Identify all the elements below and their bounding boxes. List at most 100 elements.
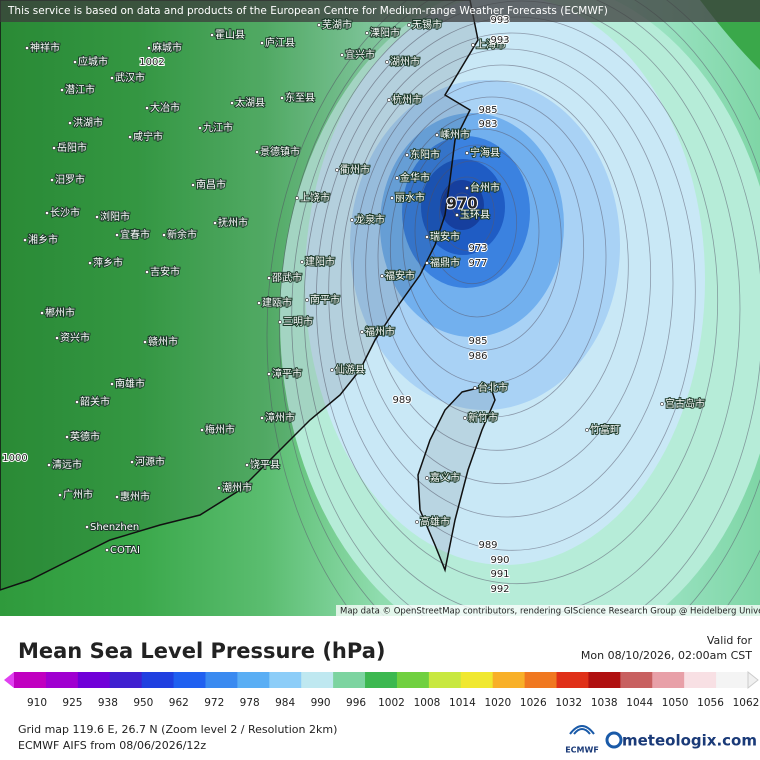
city-dot [380, 274, 384, 278]
scale-label: 1026 [520, 697, 547, 709]
city-label: 福鼎市 [430, 256, 460, 269]
isobar-label: 973 [468, 243, 487, 254]
city-label: 潮州市 [222, 481, 252, 494]
city-dot [465, 151, 469, 155]
city-dot [395, 176, 399, 180]
city-label: 岳阳市 [57, 141, 87, 154]
color-scale: 910 925 938 950 962 972 978 984 990 996 1002 1008 10… [4, 670, 760, 709]
model-info: ECMWF AIFS from 08/06/2026/12z [18, 739, 206, 752]
city-dot [407, 23, 411, 27]
scale-label: 1020 [484, 697, 511, 709]
city-dot [390, 196, 394, 200]
city-label: 惠州市 [120, 490, 150, 503]
city-dot [128, 135, 132, 139]
city-label: 抚州市 [218, 216, 248, 229]
city-dot [465, 186, 469, 190]
valid-label: Valid for [707, 634, 753, 647]
isobar-label: 993 [490, 15, 509, 26]
scale-label: 1062 [733, 697, 760, 709]
scale-label: 962 [169, 697, 189, 709]
city-dot [365, 31, 369, 35]
scale-label: 1002 [378, 697, 405, 709]
city-dot [85, 525, 89, 529]
isobar-label: 970 [446, 195, 477, 213]
city-label: 仙游县 [335, 363, 365, 376]
city-dot [40, 311, 44, 315]
attribution-bar [0, 0, 760, 22]
city-label: 萍乡市 [93, 256, 123, 269]
city-label: 台州市 [470, 181, 500, 194]
city-label: 新余市 [167, 228, 197, 241]
city-label: 龙泉市 [355, 213, 385, 226]
city-label: 麻城市 [152, 41, 182, 54]
city-label: 神祥市 [30, 41, 60, 54]
isobar [365, 80, 629, 451]
city-dot [58, 493, 62, 497]
scale-label: 984 [275, 697, 295, 709]
city-dot [425, 261, 429, 265]
city-label: 上饶市 [300, 191, 330, 204]
scale-step [45, 672, 79, 688]
map: This service is based on data and produc… [0, 0, 760, 616]
city-label: 九江市 [203, 121, 233, 134]
scale-step [205, 672, 238, 688]
isobar-label: 993 [490, 35, 509, 46]
city-dot [280, 96, 284, 100]
isobar [402, 128, 562, 351]
city-dot [110, 76, 114, 80]
city-dot [147, 46, 151, 50]
city-label: 武汉市 [115, 71, 145, 84]
coastline [0, 0, 479, 591]
attribution: This service is based on data and produc… [7, 5, 608, 17]
city-label: 竹富町 [590, 423, 620, 436]
scale-step [588, 672, 621, 688]
city-dot [143, 340, 147, 344]
scale-label: 972 [204, 697, 224, 709]
city-label: 汨罗市 [55, 173, 85, 186]
city-dot [267, 372, 271, 376]
isobar [439, 176, 495, 251]
city-label: 吉安市 [150, 265, 180, 278]
city-dot [463, 416, 467, 420]
city-dot [191, 183, 195, 187]
city-label: 漳平市 [272, 367, 302, 380]
city-label: 福安市 [385, 269, 415, 282]
isobar [266, 0, 760, 616]
isobars [266, 0, 760, 616]
city-label: 新竹市 [468, 411, 498, 424]
city-label: 宜兴市 [345, 48, 375, 61]
city-dot [115, 233, 119, 237]
city-dot [335, 168, 339, 172]
isobar [451, 192, 473, 218]
city-label: 南雄市 [115, 377, 145, 390]
isobar [426, 160, 518, 285]
city-label: 上海市 [476, 38, 506, 51]
city-dot [23, 238, 27, 242]
city-label: 三明市 [283, 315, 313, 328]
city-dot [130, 460, 134, 464]
city-dot [47, 463, 51, 467]
isobar-label: 989 [392, 395, 411, 406]
scale-step [524, 672, 558, 688]
city-dot [305, 298, 309, 302]
scale-step [556, 672, 589, 688]
city-dot [95, 215, 99, 219]
scale-step [365, 672, 398, 688]
scale-step [428, 672, 462, 688]
city-label: 宁海县 [470, 146, 500, 159]
scale-step [460, 672, 494, 688]
city-dot [257, 301, 261, 305]
ecmwf-logo: ECMWF [565, 746, 599, 755]
isobar-label: 992 [490, 584, 509, 595]
city-dot [145, 106, 149, 110]
scale-label: 1056 [697, 697, 724, 709]
pressure-band [440, 180, 484, 230]
city-label: 咸宁市 [133, 130, 163, 143]
city-dot [405, 153, 409, 157]
city-label: 邵武市 [272, 271, 302, 284]
scale-label: 910 [27, 697, 47, 709]
map-credit: Map data © OpenStreetMap contributors, r… [340, 607, 760, 617]
isobar [279, 0, 760, 616]
city-label: 溧阳市 [370, 26, 400, 39]
isobar-label: 985 [468, 336, 487, 347]
